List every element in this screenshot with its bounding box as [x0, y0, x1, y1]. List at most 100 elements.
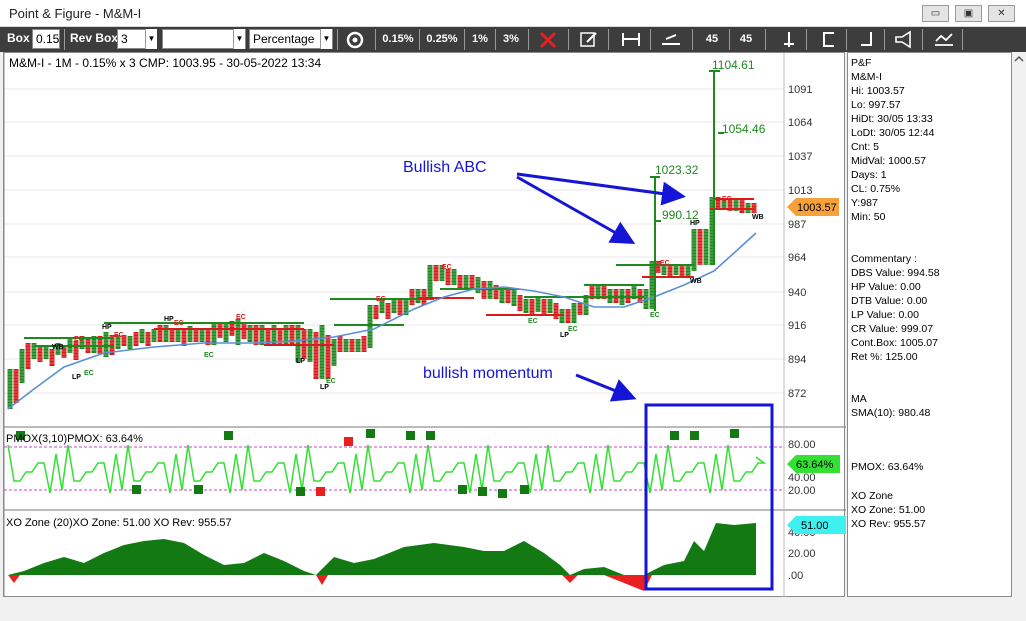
delete-x-icon[interactable]: [537, 30, 559, 49]
xo-info: XO Zone: [851, 490, 894, 502]
trendline-icon[interactable]: [620, 30, 642, 49]
pnf-marker: HP: [690, 220, 700, 227]
commentary-line: DTB Value: 0.00: [851, 295, 928, 307]
o-column: [289, 325, 295, 345]
x-column: [463, 275, 469, 289]
ma-line-text: SMA(10): 980.48: [851, 407, 931, 419]
pmox-info: PMOX: 63.64%: [851, 461, 924, 473]
x-column: [703, 229, 709, 265]
pmox-signal-marker: [690, 431, 699, 440]
o-column: [193, 329, 199, 342]
pnf-marker: EC: [722, 196, 732, 203]
blank-select[interactable]: [162, 29, 246, 49]
svg-text:.00: .00: [788, 570, 803, 582]
x-column: [223, 323, 229, 342]
scroll-up-icon[interactable]: [1013, 53, 1025, 65]
x-column: [43, 346, 49, 359]
pmox-signal-marker: [296, 487, 305, 496]
pmox-signal-marker: [316, 487, 325, 496]
info-panel: P&F M&M-I Hi: 1003.57 Lo: 997.57 HiDt: 30/05…: [847, 52, 1012, 597]
chart-icon[interactable]: [933, 30, 955, 49]
pmox-signal-marker: [520, 485, 529, 494]
close-button[interactable]: ✕: [988, 5, 1015, 22]
pct-button-1[interactable]: 0.15%: [382, 33, 414, 45]
highlight-box: [644, 403, 774, 591]
commentary-line: LP Value: 0.00: [851, 309, 919, 321]
x-column: [139, 329, 145, 343]
price-tick: 916: [788, 320, 806, 332]
pct-button-2[interactable]: 0.25%: [426, 33, 458, 45]
ma-line: [7, 232, 757, 410]
corner-icon[interactable]: [856, 30, 878, 49]
x-column: [685, 265, 691, 277]
title-bar: Point & Figure - M&M-I ▭ ▣ ✕: [0, 0, 1026, 27]
price-tick: 987: [788, 219, 806, 231]
price-tick: 964: [788, 252, 806, 264]
o-column: [253, 325, 259, 345]
o-column: [667, 265, 673, 277]
box-input[interactable]: 0.15: [32, 29, 60, 49]
svg-text:63.64%: 63.64%: [796, 459, 834, 471]
x-column: [691, 229, 697, 271]
x-column: [649, 261, 655, 309]
angle-45-right-button[interactable]: 45: [739, 33, 753, 45]
price-tick: 872: [788, 388, 806, 400]
x-column: [259, 325, 265, 345]
pnf-marker: EC: [650, 312, 660, 319]
o-column: [181, 329, 187, 346]
chevron-down-icon[interactable]: ▼: [233, 29, 245, 49]
angle-45-left-button[interactable]: 45: [705, 33, 719, 45]
pmox-signal-marker: [224, 431, 233, 440]
x-column: [127, 336, 133, 349]
megaphone-icon[interactable]: [893, 30, 915, 49]
x-column: [79, 336, 85, 349]
commentary-line: Cont.Box: 1005.07: [851, 337, 938, 349]
x-column: [55, 343, 61, 355]
pnf-marker: EC: [376, 296, 386, 303]
restore-button[interactable]: ▣: [955, 5, 982, 22]
info-line: Days: 1: [851, 169, 887, 181]
x-column: [343, 339, 349, 352]
horizontal-line-icon[interactable]: [660, 30, 682, 49]
pmox-signal-marker: [344, 437, 353, 446]
cmp-badge: 1003.57: [787, 198, 839, 216]
o-column: [349, 339, 355, 352]
commentary-line: Ret %: 125.00: [851, 351, 918, 363]
o-column: [61, 346, 67, 358]
info-line: Hi: 1003.57: [851, 85, 905, 97]
o-column: [697, 229, 703, 265]
target-1054: 1054.46: [722, 122, 766, 136]
scrollbar[interactable]: [1013, 52, 1025, 597]
method-select[interactable]: Percentage: [249, 29, 333, 49]
pnf-marker: EC: [114, 332, 124, 339]
chevron-down-icon[interactable]: ▼: [320, 29, 332, 49]
pmox-signal-marker: [426, 431, 435, 440]
svg-text:1003.57: 1003.57: [797, 202, 837, 214]
pct-button-4[interactable]: 3%: [503, 33, 519, 45]
info-line: HiDt: 30/05 13:33: [851, 113, 933, 125]
bracket-icon[interactable]: [818, 30, 840, 49]
svg-text:20.00: 20.00: [788, 548, 816, 560]
o-column: [493, 285, 499, 299]
vertical-line-icon[interactable]: [778, 30, 800, 49]
commentary-line: DBS Value: 994.58: [851, 267, 940, 279]
price-tick: 1013: [788, 185, 812, 197]
chart-area[interactable]: M&M-I - 1M - 0.15% x 3 CMP: 1003.95 - 30…: [3, 52, 846, 598]
o-column: [715, 197, 721, 209]
chevron-down-icon[interactable]: ▼: [145, 29, 157, 49]
commentary-line: CR Value: 999.07: [851, 323, 934, 335]
commentary-line: Commentary :: [851, 253, 917, 265]
pct-button-3[interactable]: 1%: [472, 33, 488, 45]
edit-icon[interactable]: [578, 30, 600, 49]
x-column: [115, 335, 121, 349]
pnf-chart[interactable]: M&M-I - 1M - 0.15% x 3 CMP: 1003.95 - 30…: [4, 53, 846, 598]
minimize-button[interactable]: ▭: [922, 5, 949, 22]
box-label: Box: [7, 31, 30, 45]
x-column: [523, 299, 529, 313]
pnf-marker: EC: [236, 314, 246, 321]
pnf-marker: WB: [752, 214, 764, 221]
refresh-icon[interactable]: [344, 30, 366, 49]
xo-badge: 51.00: [787, 516, 846, 534]
pmox-signal-marker: [670, 431, 679, 440]
o-column: [457, 275, 463, 289]
